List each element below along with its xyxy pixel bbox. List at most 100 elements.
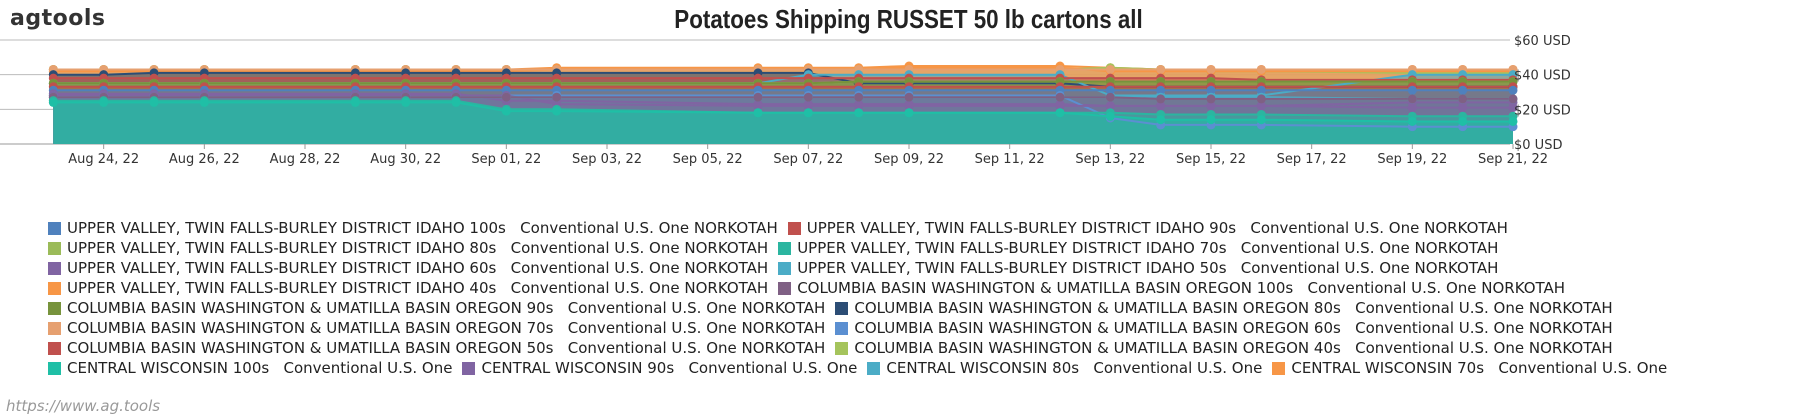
legend-swatch	[867, 362, 881, 375]
data-point	[753, 108, 763, 118]
legend-swatch	[48, 242, 61, 255]
legend-item[interactable]: UPPER VALLEY, TWIN FALLS-BURLEY DISTRICT…	[48, 238, 768, 258]
data-point	[1256, 94, 1266, 104]
data-point	[1206, 101, 1216, 111]
price-area-chart: Aug 24, 22 Aug 26, 22 Aug 28, 22 Aug 30, 22…	[0, 34, 1571, 167]
y-tick-label: $20 USD	[1514, 103, 1571, 118]
legend-swatch	[778, 282, 792, 295]
legend-label: UPPER VALLEY, TWIN FALLS-BURLEY DISTRICT…	[67, 259, 769, 277]
data-point	[1458, 85, 1468, 95]
chart-title: Potatoes Shipping RUSSET 50 lb cartons a…	[674, 4, 1143, 34]
data-point	[1055, 108, 1065, 118]
legend-label: COLUMBIA BASIN WASHINGTON & UMATILLA BAS…	[854, 339, 1613, 357]
x-tick-label: Sep 03, 22	[572, 152, 642, 167]
legend-label: CENTRAL WISCONSIN 90s Conventional U.S. …	[481, 359, 858, 377]
data-point	[803, 108, 813, 118]
legend-item[interactable]: COLUMBIA BASIN WASHINGTON & UMATILLA BAS…	[835, 318, 1613, 338]
data-point	[1055, 92, 1065, 102]
data-point	[1156, 101, 1166, 111]
legend-item[interactable]: COLUMBIA BASIN WASHINGTON & UMATILLA BAS…	[835, 338, 1613, 358]
legend-item[interactable]: CENTRAL WISCONSIN 80s Conventional U.S. …	[867, 358, 1262, 378]
legend-label: UPPER VALLEY, TWIN FALLS-BURLEY DISTRICT…	[67, 239, 769, 257]
y-tick-label: $0 USD	[1514, 138, 1562, 153]
legend-item[interactable]: COLUMBIA BASIN WASHINGTON & UMATILLA BAS…	[48, 338, 825, 358]
x-axis: Aug 24, 22 Aug 26, 22 Aug 28, 22 Aug 30, 22…	[68, 144, 1548, 167]
data-point	[1105, 92, 1115, 102]
data-point	[753, 92, 763, 102]
series-area	[53, 102, 1513, 144]
legend-swatch	[835, 322, 849, 335]
legend-label: COLUMBIA BASIN WASHINGTON & UMATILLA BAS…	[854, 319, 1613, 337]
source-url[interactable]: https://www.ag.tools	[6, 397, 161, 415]
data-point	[1206, 85, 1216, 95]
data-point	[803, 92, 813, 102]
x-tick-label: Sep 09, 22	[874, 152, 944, 167]
legend-item[interactable]: COLUMBIA BASIN WASHINGTON & UMATILLA BAS…	[48, 318, 825, 338]
legend-item[interactable]: UPPER VALLEY, TWIN FALLS-BURLEY DISTRICT…	[48, 278, 768, 298]
legend-item[interactable]: UPPER VALLEY, TWIN FALLS-BURLEY DISTRICT…	[48, 258, 768, 278]
legend-item[interactable]: CENTRAL WISCONSIN 70s Conventional U.S. …	[1272, 358, 1667, 378]
agtools-logo[interactable]: agtools	[10, 6, 106, 31]
data-point	[501, 106, 511, 116]
data-point	[1508, 116, 1518, 126]
legend-swatch	[835, 342, 849, 355]
legend-label: UPPER VALLEY, TWIN FALLS-BURLEY DISTRICT…	[806, 219, 1508, 237]
data-point	[1508, 85, 1518, 95]
x-tick-label: Sep 19, 22	[1377, 152, 1447, 167]
legend-item[interactable]: CENTRAL WISCONSIN 90s Conventional U.S. …	[462, 358, 857, 378]
data-point	[1458, 116, 1468, 126]
data-point	[904, 108, 914, 118]
data-point	[199, 97, 209, 107]
data-point	[1508, 94, 1518, 104]
data-point	[904, 92, 914, 102]
data-point	[854, 108, 864, 118]
legend-swatch	[778, 242, 792, 255]
data-point	[1407, 116, 1417, 126]
legend-label: COLUMBIA BASIN WASHINGTON & UMATILLA BAS…	[67, 319, 826, 337]
data-point	[1256, 64, 1266, 74]
data-point	[1156, 85, 1166, 95]
legend-label: COLUMBIA BASIN WASHINGTON & UMATILLA BAS…	[67, 339, 826, 357]
legend-swatch	[835, 302, 849, 315]
legend-swatch	[48, 222, 61, 235]
legend-item[interactable]: COLUMBIA BASIN WASHINGTON & UMATILLA BAS…	[48, 298, 825, 318]
legend-item[interactable]: COLUMBIA BASIN WASHINGTON & UMATILLA BAS…	[835, 298, 1613, 318]
legend-label: CENTRAL WISCONSIN 100s Conventional U.S.…	[67, 359, 453, 377]
data-point	[1256, 115, 1266, 125]
legend-item[interactable]: UPPER VALLEY, TWIN FALLS-BURLEY DISTRICT…	[778, 258, 1498, 278]
data-point	[854, 92, 864, 102]
legend-item[interactable]: UPPER VALLEY, TWIN FALLS-BURLEY DISTRICT…	[787, 218, 1508, 238]
data-point	[1105, 85, 1115, 95]
legend-label: UPPER VALLEY, TWIN FALLS-BURLEY DISTRICT…	[797, 239, 1499, 257]
data-point	[401, 97, 411, 107]
data-point	[350, 97, 360, 107]
data-point	[1407, 94, 1417, 104]
series-points	[48, 61, 1518, 132]
data-point	[904, 101, 914, 111]
legend-item[interactable]: CENTRAL WISCONSIN 100s Conventional U.S.…	[48, 358, 452, 378]
y-tick-label: $60 USD	[1514, 34, 1571, 49]
legend-label: CENTRAL WISCONSIN 80s Conventional U.S. …	[886, 359, 1263, 377]
data-point	[1458, 94, 1468, 104]
legend-swatch	[778, 262, 792, 275]
legend-item[interactable]: COLUMBIA BASIN WASHINGTON & UMATILLA BAS…	[778, 278, 1565, 298]
legend-swatch	[48, 362, 61, 375]
data-point	[1105, 101, 1115, 111]
x-tick-label: Sep 11, 22	[975, 152, 1045, 167]
legend-label: CENTRAL WISCONSIN 70s Conventional U.S. …	[1291, 359, 1668, 377]
data-point	[1256, 101, 1266, 111]
x-tick-label: Sep 01, 22	[471, 152, 541, 167]
legend-swatch	[48, 322, 61, 335]
data-point	[552, 92, 562, 102]
x-tick-label: Sep 15, 22	[1176, 152, 1246, 167]
data-point	[1055, 101, 1065, 111]
data-point	[1206, 94, 1216, 104]
legend-item[interactable]: UPPER VALLEY, TWIN FALLS-BURLEY DISTRICT…	[48, 218, 778, 238]
y-tick-label: $40 USD	[1514, 69, 1571, 84]
chart-legend: UPPER VALLEY, TWIN FALLS-BURLEY DISTRICT…	[48, 218, 1768, 378]
data-point	[1407, 85, 1417, 95]
legend-item[interactable]: UPPER VALLEY, TWIN FALLS-BURLEY DISTRICT…	[778, 238, 1498, 258]
legend-label: UPPER VALLEY, TWIN FALLS-BURLEY DISTRICT…	[67, 279, 769, 297]
x-tick-label: Sep 21, 22	[1478, 152, 1548, 167]
data-point	[552, 106, 562, 116]
